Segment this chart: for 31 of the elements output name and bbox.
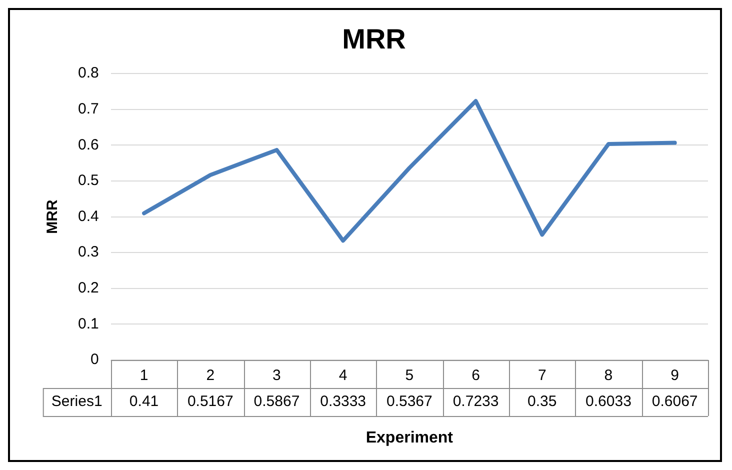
data-label: 0.3333: [320, 393, 366, 410]
text: Series1: [51, 393, 102, 410]
y-tick-label: 0.2: [78, 280, 99, 297]
y-tick-label: 0.4: [78, 208, 99, 225]
data-label: 0.5867: [254, 393, 300, 410]
x-tick-label: 4: [338, 367, 348, 384]
x-tick-label: 6: [472, 367, 480, 384]
data-label: 0.6067: [652, 393, 698, 410]
y-tick-label: 0.1: [78, 315, 99, 332]
x-tick-label: 2: [206, 367, 215, 384]
x-tick-label: 9: [670, 367, 679, 384]
data-label: 0.41: [129, 393, 159, 410]
x-axis-title: Experiment: [366, 429, 454, 446]
y-axis-title: MRR: [44, 200, 62, 234]
x-tick-label: 3: [272, 367, 281, 384]
data-label: 0.5367: [386, 393, 432, 410]
x-tick-label: 5: [405, 367, 414, 384]
y-tick-label: 0.7: [78, 100, 99, 118]
y-tick-label: 0.3: [78, 244, 99, 261]
data-label: 0.35: [528, 393, 557, 410]
data-label: 0.5167: [187, 393, 234, 410]
data-label: 0.6033: [586, 393, 632, 410]
y-tick-label: 0: [90, 351, 99, 368]
y-tick-label: 0.6: [78, 136, 99, 154]
chart-title: MRR: [342, 24, 406, 55]
data-label: 0.7233: [452, 393, 499, 410]
x-tick-label: 7: [538, 367, 546, 384]
y-tick-label: 0.5: [78, 172, 99, 190]
x-tick-label: 8: [604, 367, 613, 384]
y-tick-label: 0.8: [78, 64, 99, 82]
x-tick-label: 1: [140, 367, 148, 384]
